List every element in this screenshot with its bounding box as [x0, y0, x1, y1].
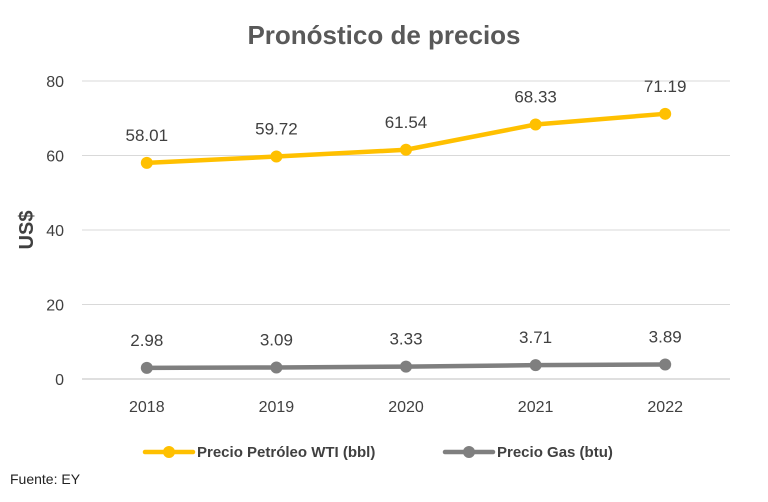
- data-point: [140, 156, 153, 169]
- y-tick-label: 60: [46, 149, 64, 166]
- y-axis-label: US$: [16, 211, 38, 250]
- x-tick-label: 2021: [518, 399, 554, 416]
- data-point: [529, 118, 542, 131]
- x-tick-label: 2018: [129, 399, 165, 416]
- legend-marker: [463, 446, 475, 458]
- data-point: [270, 361, 283, 374]
- data-label: 3.71: [519, 328, 552, 347]
- y-tick-label: 20: [46, 298, 64, 315]
- data-label: 3.89: [649, 328, 682, 347]
- data-label: 61.54: [385, 113, 428, 132]
- y-tick-label: 80: [46, 74, 64, 91]
- data-label: 59.72: [255, 120, 298, 139]
- chart-title: Pronóstico de precios: [247, 20, 520, 50]
- x-tick-label: 2019: [259, 399, 295, 416]
- data-point: [529, 359, 542, 372]
- x-tick-label: 2022: [647, 399, 683, 416]
- data-label: 3.09: [260, 330, 293, 349]
- data-point: [270, 150, 283, 163]
- data-point: [400, 360, 412, 373]
- data-point: [400, 143, 412, 156]
- data-label: 2.98: [130, 331, 163, 350]
- data-label: 71.19: [644, 77, 687, 96]
- y-tick-label: 40: [46, 223, 64, 240]
- y-tick-label: 0: [55, 372, 64, 389]
- data-point: [659, 358, 672, 371]
- data-label: 68.33: [514, 87, 557, 106]
- data-point: [140, 361, 153, 374]
- legend-label: Precio Gas (btu): [497, 444, 613, 461]
- legend-label: Precio Petróleo WTI (bbl): [197, 444, 375, 461]
- data-point: [659, 107, 672, 120]
- data-label: 3.33: [389, 330, 422, 349]
- source-note: Fuente: EY: [10, 471, 81, 487]
- legend-marker: [163, 446, 175, 458]
- x-tick-label: 2020: [388, 399, 424, 416]
- data-label: 58.01: [126, 126, 169, 145]
